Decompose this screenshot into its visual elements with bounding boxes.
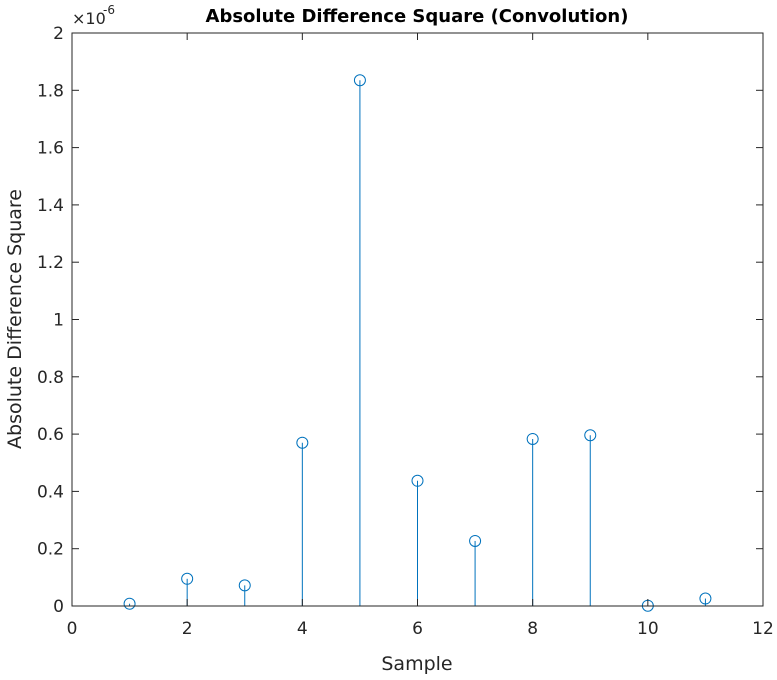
y-exponent-power: -6 xyxy=(103,3,115,17)
x-tick-label: 4 xyxy=(297,619,308,639)
y-tick-label: 1.6 xyxy=(37,139,64,159)
x-tick-label: 10 xyxy=(637,619,659,639)
x-tick-label: 6 xyxy=(412,619,423,639)
y-tick-label: 0.6 xyxy=(37,425,64,445)
y-tick-label: 1.4 xyxy=(37,196,64,216)
x-tick-label: 8 xyxy=(527,619,538,639)
stem-marker xyxy=(238,579,251,592)
x-tick-label: 12 xyxy=(752,619,774,639)
stems-group xyxy=(129,80,706,606)
y-tick-label: 0.8 xyxy=(37,368,64,388)
y-ticks-group: 0 0.2 0.4 0.6 0.8 1 1.2 1.4 1.6 1.8 2 xyxy=(37,24,763,617)
stem-marker xyxy=(411,474,424,487)
y-tick-label: 1 xyxy=(53,311,64,331)
y-tick-label: 0.4 xyxy=(37,482,64,502)
y-axis-title: Absolute Difference Square xyxy=(4,189,26,449)
x-tick-label: 0 xyxy=(67,619,78,639)
stem-marker xyxy=(584,429,597,442)
stem-marker xyxy=(296,436,309,449)
stem-marker xyxy=(353,74,366,87)
y-tick-label: 1.8 xyxy=(37,81,64,101)
y-tick-label: 1.2 xyxy=(37,253,64,273)
x-axis-title: Sample xyxy=(381,653,452,675)
stem-marker xyxy=(526,432,539,445)
y-tick-label: 0.2 xyxy=(37,540,64,560)
stem-marker xyxy=(181,572,194,585)
y-exponent-base: ×10 xyxy=(72,9,106,28)
x-tick-label: 2 xyxy=(182,619,193,639)
stem-marker xyxy=(469,534,482,547)
stem-marker xyxy=(699,592,712,605)
stem-marker xyxy=(123,597,136,610)
y-tick-label: 0 xyxy=(53,597,64,617)
chart-title: Absolute Difference Square (Convolution) xyxy=(206,6,629,27)
x-ticks-group: 0 2 4 6 8 10 12 xyxy=(67,33,774,639)
y-tick-label: 2 xyxy=(53,24,64,44)
